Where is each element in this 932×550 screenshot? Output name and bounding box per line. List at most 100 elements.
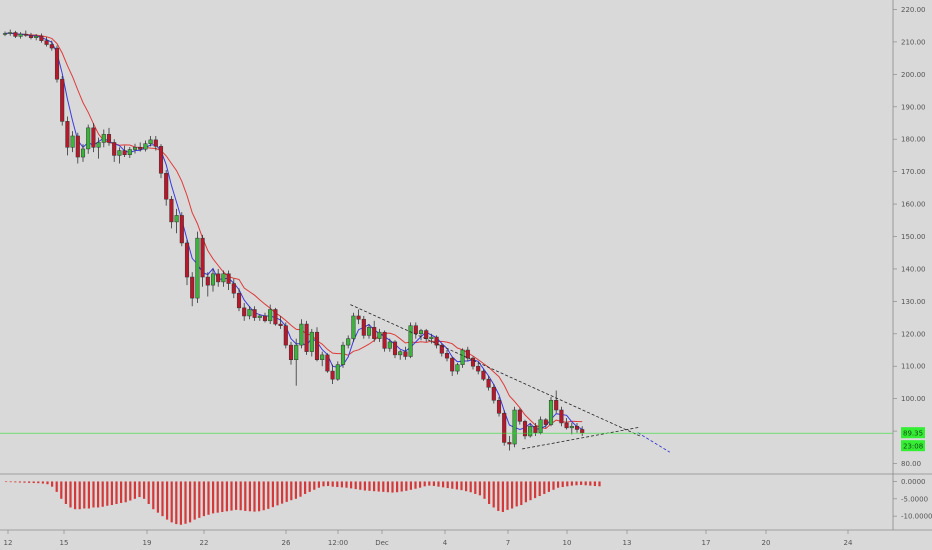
- osc-tick-label: 0.0000: [901, 478, 926, 486]
- oscillator-bar: [386, 481, 389, 493]
- oscillator-bar: [396, 481, 399, 493]
- candle-up: [268, 309, 273, 322]
- oscillator-bar: [350, 481, 353, 489]
- moving-average-slow: [4, 32, 583, 430]
- oscillator-bar: [524, 481, 527, 503]
- oscillator-bar: [497, 481, 500, 511]
- candle-up: [221, 273, 226, 283]
- candle-up: [174, 215, 179, 223]
- candle-down: [450, 357, 455, 372]
- oscillator-bar: [41, 481, 44, 484]
- price-tick-label: 200.00: [901, 71, 926, 79]
- candle-up: [101, 134, 106, 143]
- oscillator-bar: [391, 481, 394, 493]
- candle-up: [538, 419, 543, 433]
- candle-up: [8, 32, 13, 34]
- candle-up: [148, 139, 153, 144]
- candle-down: [44, 40, 49, 45]
- oscillator-bar: [124, 481, 127, 503]
- price-tick-label: 100.00: [901, 395, 926, 403]
- oscillator-bar: [212, 481, 215, 514]
- time-tick-label: 22: [200, 539, 209, 547]
- oscillator-bar: [216, 481, 219, 513]
- candle-down: [304, 323, 309, 352]
- candle-down: [330, 370, 335, 380]
- candle-down: [439, 344, 444, 354]
- candle-up: [210, 273, 216, 286]
- oscillator-bar: [345, 481, 348, 488]
- candle-down: [179, 215, 184, 244]
- candle-up: [2, 33, 8, 35]
- oscillator-bar: [170, 481, 173, 523]
- oscillator-bar: [331, 481, 334, 487]
- candle-down: [372, 327, 377, 339]
- candle-up: [377, 331, 382, 339]
- candle-down: [543, 419, 548, 425]
- candle-down: [574, 425, 580, 430]
- candle-down: [190, 276, 195, 299]
- oscillator-bar: [221, 481, 224, 512]
- candle-up: [195, 237, 200, 299]
- moving-averages: [4, 32, 583, 431]
- oscillator-bar: [478, 481, 481, 496]
- candle-down: [424, 330, 429, 339]
- candle-down: [138, 147, 143, 150]
- candle-up: [398, 351, 403, 356]
- time-tick-label: 13: [623, 539, 632, 547]
- oscillator-bar: [373, 481, 376, 492]
- oscillator-bar: [359, 481, 362, 490]
- candle-up: [34, 35, 39, 38]
- price-tick-label: 140.00: [901, 265, 926, 273]
- oscillator-axis: 0.0000 -5.0000 -10.0000: [893, 478, 932, 521]
- oscillator-bar: [423, 481, 426, 487]
- candle-down: [226, 273, 231, 284]
- oscillator-bar: [74, 481, 77, 510]
- oscillator-bar: [28, 481, 31, 483]
- oscillator-bar: [363, 481, 366, 491]
- time-tick-label: 20: [762, 539, 771, 547]
- oscillator-bar: [262, 481, 265, 511]
- candle-down: [496, 400, 502, 414]
- candle-up: [117, 150, 122, 156]
- candle-down: [184, 242, 190, 278]
- oscillator-bar: [557, 481, 560, 488]
- oscillator-bar: [308, 481, 311, 492]
- price-tick-label: 120.00: [901, 330, 926, 338]
- candle-up: [309, 331, 314, 352]
- oscillator-bar: [87, 481, 90, 509]
- countdown-label: 23:08: [903, 443, 923, 451]
- candle-down: [242, 307, 247, 317]
- candlesticks: [2, 29, 585, 451]
- candle-down: [559, 409, 564, 424]
- oscillator-bar: [570, 481, 573, 486]
- candle-down: [54, 47, 60, 80]
- oscillator-bar: [110, 481, 113, 506]
- oscillator-bar: [304, 481, 307, 494]
- price-tick-label: 210.00: [901, 38, 926, 46]
- oscillator-bar: [37, 481, 40, 484]
- oscillator-bar: [138, 481, 141, 498]
- time-tick-label: 12:00: [328, 539, 348, 547]
- oscillator-bar: [281, 481, 284, 504]
- time-tick-label: 26: [282, 539, 291, 547]
- price-tick-label: 80.00: [901, 460, 921, 468]
- oscillator-bar: [156, 481, 159, 513]
- time-axis: 12 15 19 22 26 12:00 Dec 4 7 10 13 17 20 24: [4, 530, 853, 547]
- candle-down: [361, 318, 366, 336]
- oscillator-bar: [340, 481, 343, 488]
- time-tick-label: 17: [702, 539, 711, 547]
- oscillator-bar: [428, 481, 431, 486]
- oscillator-bar: [51, 481, 54, 487]
- candle-up: [335, 364, 340, 380]
- candle-down: [533, 425, 538, 433]
- candle-down: [23, 33, 28, 36]
- candle-down: [106, 134, 112, 143]
- time-tick-label: 15: [60, 539, 69, 547]
- oscillator-bar: [276, 481, 279, 506]
- candle-down: [491, 387, 496, 401]
- oscillator-bar: [248, 481, 251, 512]
- candle-up: [366, 327, 372, 336]
- candle-down: [169, 198, 174, 223]
